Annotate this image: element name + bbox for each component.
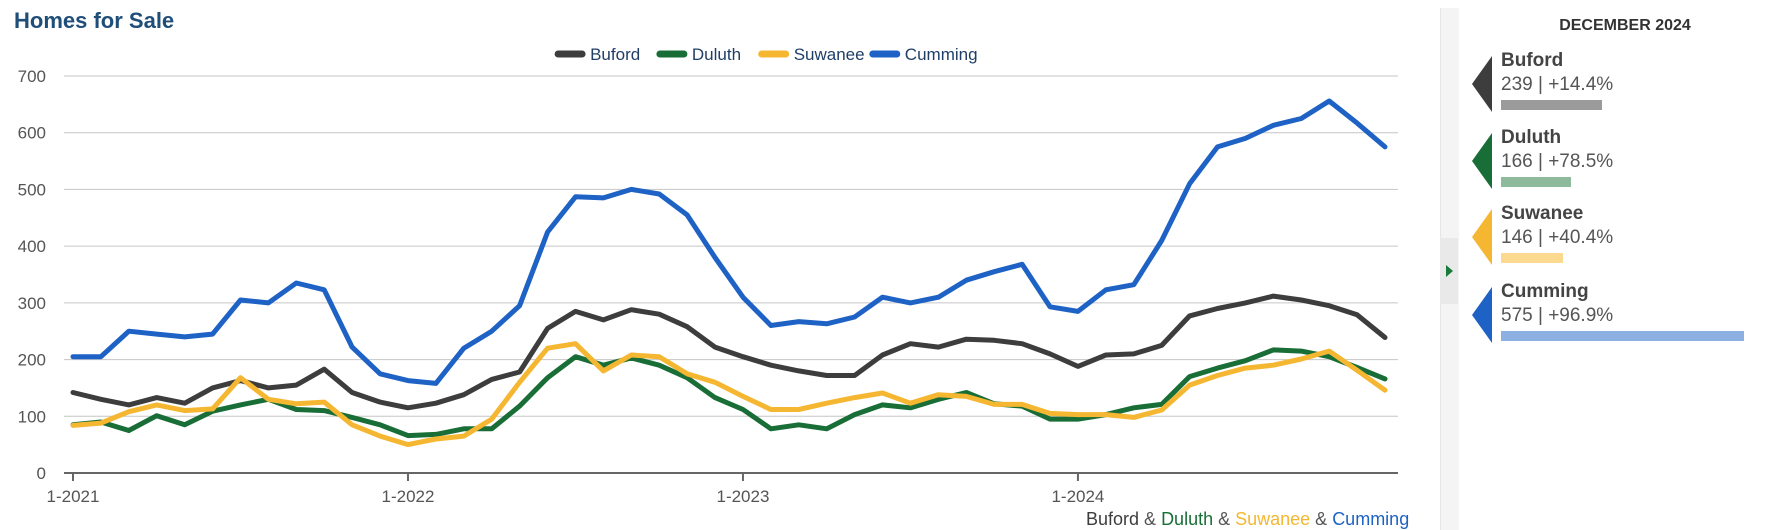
flag-icon — [1472, 209, 1492, 265]
legend-label: Suwanee — [794, 45, 865, 64]
summary-item-suwanee: Suwanee 146 | +40.4% — [1465, 203, 1790, 273]
legend-label: Cumming — [905, 45, 978, 64]
summary-item-bar — [1501, 100, 1602, 110]
legend-label: Buford — [590, 45, 640, 64]
y-tick-label: 600 — [18, 124, 46, 143]
summary-item-duluth: Duluth 166 | +78.5% — [1465, 127, 1790, 197]
x-tick-label: 1-2021 — [47, 487, 100, 506]
series-line-cumming — [70, 98, 1388, 386]
y-tick-label: 500 — [18, 180, 46, 199]
summary-item-bar — [1501, 253, 1563, 263]
y-tick-label: 200 — [18, 351, 46, 370]
summary-item-buford: Buford 239 | +14.4% — [1465, 50, 1790, 120]
y-tick-label: 700 — [18, 67, 46, 86]
y-tick-label: 400 — [18, 237, 46, 256]
side-panel-header: DECEMBER 2024 — [1559, 17, 1691, 34]
summary-item-bar — [1501, 177, 1571, 187]
summary-item-stat: 239 | +14.4% — [1501, 74, 1614, 95]
collapse-toggle-button[interactable] — [1440, 238, 1458, 304]
summary-item-name: Buford — [1501, 50, 1564, 71]
summary-item-stat: 166 | +78.5% — [1501, 151, 1614, 172]
x-tick-label: 1-2023 — [716, 487, 769, 506]
summary-item-stat: 146 | +40.4% — [1501, 227, 1614, 248]
series-line-buford — [70, 293, 1388, 411]
bottom-legend: Buford & Duluth & Suwanee & Cumming — [1086, 509, 1409, 530]
flag-icon — [1472, 133, 1492, 189]
y-tick-label: 0 — [37, 464, 46, 483]
line-chart: 0 100 200 300 400 500 600 700 1-2021 1-2022 1-2023… — [18, 45, 1398, 506]
series-line-duluth — [70, 347, 1388, 439]
x-tick-label: 1-2022 — [382, 487, 435, 506]
bottom-legend-part: Duluth — [1161, 509, 1214, 529]
y-tick-label: 100 — [18, 407, 46, 426]
summary-item-name: Cumming — [1501, 281, 1589, 302]
summary-item-bar — [1501, 331, 1744, 341]
bottom-legend-part: Suwanee — [1235, 509, 1311, 529]
chevron-right-icon — [1446, 265, 1453, 277]
bottom-legend-part: Buford — [1086, 509, 1140, 529]
flag-icon — [1472, 56, 1492, 112]
bottom-legend-part: & — [1213, 509, 1236, 529]
legend-label: Duluth — [692, 45, 741, 64]
summary-item-stat: 575 | +96.9% — [1501, 305, 1614, 326]
bottom-legend-part: & — [1310, 509, 1333, 529]
series-line-suwanee — [70, 341, 1388, 448]
summary-item-name: Suwanee — [1501, 203, 1584, 224]
y-tick-label: 300 — [18, 294, 46, 313]
summary-item-cumming: Cumming 575 | +96.9% — [1465, 281, 1790, 351]
flag-icon — [1472, 287, 1492, 343]
chart-title: Homes for Sale — [14, 8, 175, 33]
x-tick-label: 1-2024 — [1051, 487, 1104, 506]
bottom-legend-part: Cumming — [1332, 509, 1410, 529]
summary-item-name: Duluth — [1501, 127, 1562, 148]
bottom-legend-part: & — [1139, 509, 1162, 529]
